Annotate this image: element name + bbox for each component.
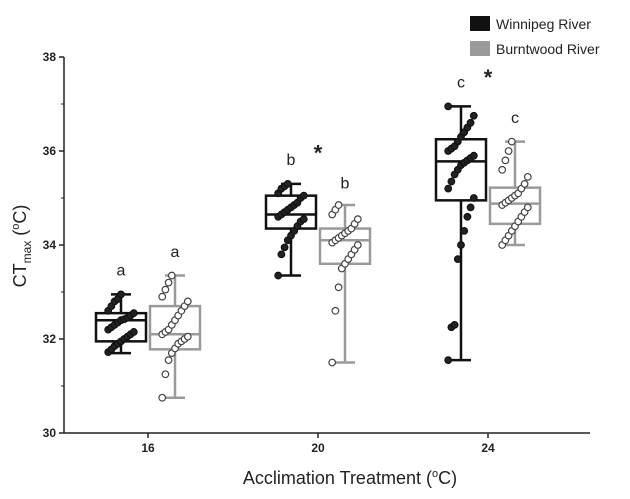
- box-burntwood-river-24: [488, 137, 542, 249]
- data-point: [274, 271, 283, 280]
- data-point: [469, 151, 478, 160]
- box-plots: [94, 102, 542, 402]
- annotations: a a b b c c * *: [117, 65, 519, 279]
- data-point: [280, 243, 289, 252]
- data-point: [167, 271, 176, 280]
- box-winnipeg-river-20: [264, 179, 318, 280]
- y-axis-title-sup: o: [10, 224, 22, 230]
- data-point: [520, 179, 529, 188]
- data-point: [283, 179, 292, 188]
- box-iqr: [264, 194, 318, 230]
- data-point: [450, 321, 459, 329]
- significance-star: *: [484, 65, 493, 90]
- significance-letter: b: [287, 152, 296, 169]
- y-axis-title-paren: (: [10, 230, 30, 241]
- y-tick-label-34: 34: [43, 238, 57, 252]
- data-point: [299, 215, 308, 224]
- data-point: [164, 356, 173, 365]
- legend-swatch-burntwood: [470, 41, 490, 56]
- significance-letter: b: [341, 176, 350, 193]
- data-point: [299, 191, 308, 200]
- data-point: [466, 118, 475, 127]
- data-point: [183, 332, 192, 341]
- box-winnipeg-river-24: [434, 102, 488, 365]
- x-tick-label-16: 16: [141, 441, 155, 455]
- x-axis-title-sup: o: [432, 468, 438, 480]
- data-point: [164, 278, 173, 287]
- y-tick-label-32: 32: [43, 332, 57, 346]
- y-tick-label-36: 36: [43, 144, 57, 158]
- data-point: [507, 137, 516, 146]
- y-axis-title: CTmax (oC): [10, 205, 34, 288]
- legend: Winnipeg River Burntwood River: [470, 16, 600, 57]
- data-point: [523, 203, 532, 212]
- data-point: [277, 250, 286, 259]
- data-point: [469, 194, 478, 202]
- data-point: [444, 356, 453, 365]
- data-point: [504, 147, 513, 155]
- y-axis-title-sub: max: [20, 241, 34, 264]
- data-point: [129, 309, 138, 318]
- significance-letter: c: [511, 110, 519, 127]
- significance-letter: a: [171, 244, 180, 261]
- legend-swatch-winnipeg: [470, 16, 490, 31]
- data-point: [523, 172, 532, 181]
- legend-label-burntwood: Burntwood River: [496, 41, 600, 57]
- x-tick-label-24: 24: [481, 441, 495, 455]
- x-tick-label-20: 20: [311, 441, 325, 455]
- data-point: [183, 297, 192, 306]
- y-axis-title-main: CT: [10, 263, 30, 287]
- data-point: [444, 102, 453, 111]
- data-point: [328, 358, 337, 367]
- data-point: [463, 212, 472, 221]
- data-point: [158, 292, 167, 301]
- data-point: [161, 370, 170, 379]
- box-burntwood-river-20: [318, 201, 372, 367]
- x-axis-title-main: Acclimation Treatment (: [243, 468, 432, 488]
- data-point: [117, 290, 125, 299]
- y-axis-title-end: C): [10, 205, 30, 224]
- data-point: [353, 215, 362, 224]
- data-point: [334, 201, 343, 209]
- box-winnipeg-river-16: [94, 290, 148, 357]
- data-point: [501, 156, 510, 165]
- data-point: [353, 241, 362, 249]
- legend-label-winnipeg: Winnipeg River: [496, 16, 591, 32]
- data-point: [447, 177, 456, 186]
- data-point: [498, 165, 507, 174]
- box-burntwood-river-16: [148, 271, 202, 402]
- x-axis-title: Acclimation Treatment (oC): [243, 468, 457, 488]
- significance-star: *: [314, 140, 323, 165]
- data-point: [334, 283, 343, 292]
- data-point: [453, 255, 462, 264]
- data-point: [158, 393, 167, 402]
- significance-letter: c: [457, 75, 465, 92]
- data-point: [129, 328, 138, 336]
- data-point: [466, 203, 475, 212]
- data-point: [457, 241, 465, 249]
- axes: 30 32 34 36 38 16 20 24: [43, 50, 590, 455]
- x-axis-title-end: C): [438, 468, 457, 488]
- data-point: [331, 306, 340, 315]
- data-point: [444, 184, 453, 193]
- data-point: [469, 111, 478, 120]
- y-tick-label-30: 30: [43, 426, 57, 440]
- data-point: [161, 285, 170, 294]
- data-point: [460, 226, 469, 235]
- significance-letter: a: [117, 263, 126, 280]
- y-tick-label-38: 38: [43, 50, 57, 64]
